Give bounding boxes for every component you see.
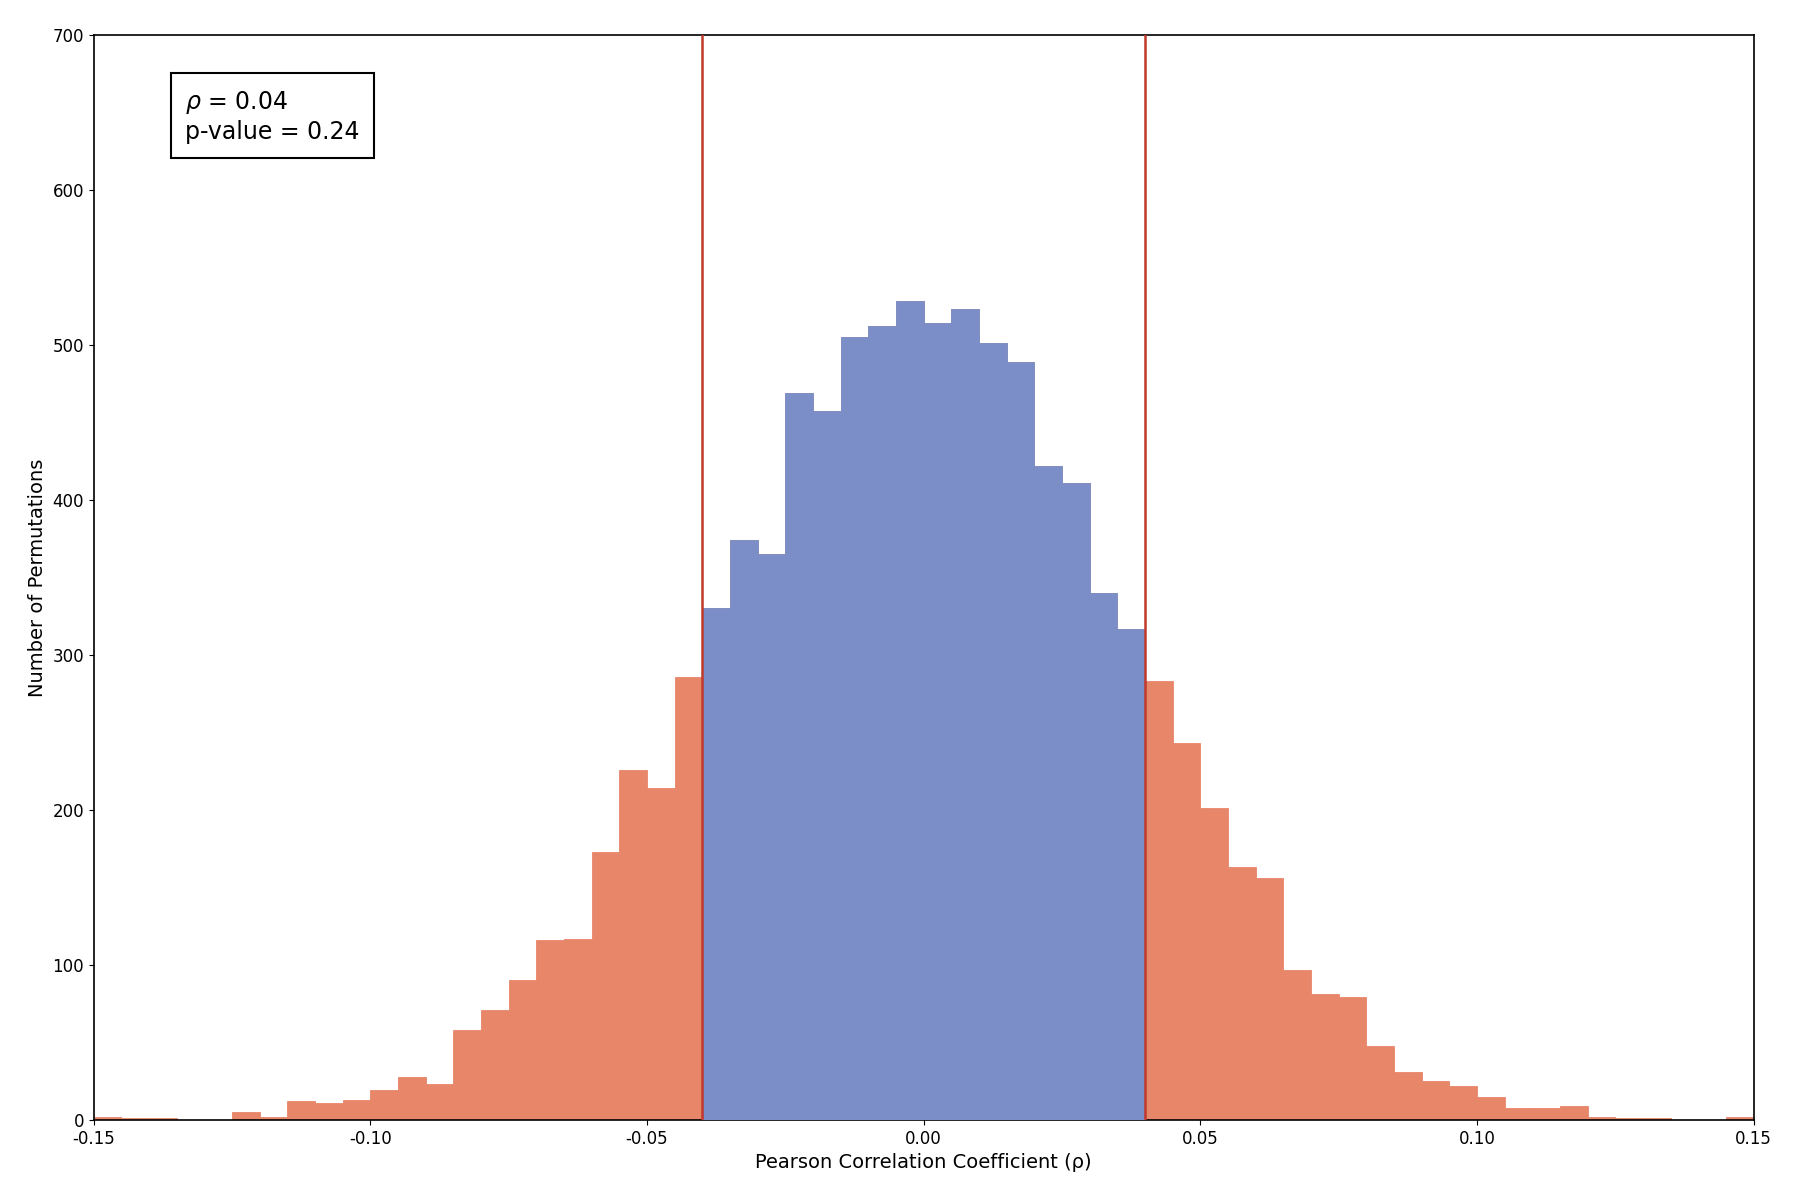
Bar <box>675 677 702 1120</box>
Bar <box>536 940 563 1120</box>
Bar <box>923 323 952 1120</box>
Bar <box>758 554 785 1120</box>
Text: $\rho$ = 0.04
p-value = 0.24: $\rho$ = 0.04 p-value = 0.24 <box>185 89 360 144</box>
Bar <box>1118 629 1145 1120</box>
Bar <box>841 337 868 1120</box>
Bar <box>785 392 814 1120</box>
Bar <box>1089 593 1118 1120</box>
Bar <box>1062 482 1089 1120</box>
Bar <box>952 310 979 1120</box>
Bar <box>232 1112 259 1120</box>
Bar <box>342 1099 371 1120</box>
Bar <box>1062 482 1089 1120</box>
Bar <box>1726 1117 1753 1120</box>
Bar <box>1006 362 1035 1120</box>
Bar <box>841 337 868 1120</box>
Bar <box>952 310 979 1120</box>
Bar <box>896 301 923 1120</box>
Bar <box>288 1102 315 1120</box>
Bar <box>454 1030 481 1120</box>
Bar <box>868 326 896 1120</box>
Bar <box>896 301 923 1120</box>
Bar <box>785 392 814 1120</box>
Bar <box>398 1076 427 1120</box>
Bar <box>868 326 896 1120</box>
Bar <box>1228 868 1256 1120</box>
Bar <box>1174 743 1201 1120</box>
Bar <box>1201 809 1228 1120</box>
Bar <box>1366 1045 1393 1120</box>
Bar <box>979 343 1006 1120</box>
Bar <box>94 1117 121 1120</box>
Bar <box>1035 466 1062 1120</box>
Bar <box>758 554 785 1120</box>
Bar <box>1339 997 1366 1120</box>
Bar <box>592 852 619 1120</box>
Bar <box>1089 593 1118 1120</box>
X-axis label: Pearson Correlation Coefficient (ρ): Pearson Correlation Coefficient (ρ) <box>756 1153 1093 1172</box>
Bar <box>814 412 841 1120</box>
Bar <box>315 1103 342 1120</box>
Bar <box>563 938 592 1120</box>
Bar <box>1449 1086 1478 1120</box>
Bar <box>1393 1072 1422 1120</box>
Bar <box>427 1085 454 1120</box>
Bar <box>731 540 758 1120</box>
Bar <box>731 540 758 1120</box>
Bar <box>619 769 646 1120</box>
Bar <box>1256 878 1283 1120</box>
Bar <box>1505 1108 1532 1120</box>
Bar <box>1310 995 1339 1120</box>
Bar <box>923 323 952 1120</box>
Bar <box>121 1118 149 1120</box>
Bar <box>1145 682 1174 1120</box>
Bar <box>259 1117 288 1120</box>
Bar <box>1561 1106 1588 1120</box>
Bar <box>1283 970 1310 1120</box>
Bar <box>509 980 536 1120</box>
Bar <box>1006 362 1035 1120</box>
Y-axis label: Number of Permutations: Number of Permutations <box>27 458 47 696</box>
Bar <box>1615 1118 1643 1120</box>
Bar <box>1643 1118 1670 1120</box>
Bar <box>979 343 1006 1120</box>
Bar <box>1422 1081 1449 1120</box>
Bar <box>149 1118 176 1120</box>
Bar <box>646 788 675 1120</box>
Bar <box>702 608 731 1120</box>
Bar <box>702 608 731 1120</box>
Bar <box>481 1010 509 1120</box>
Bar <box>1588 1117 1615 1120</box>
Bar <box>814 412 841 1120</box>
Bar <box>371 1091 398 1120</box>
Bar <box>1118 629 1145 1120</box>
Bar <box>1035 466 1062 1120</box>
Bar <box>1532 1108 1561 1120</box>
Bar <box>1478 1097 1505 1120</box>
